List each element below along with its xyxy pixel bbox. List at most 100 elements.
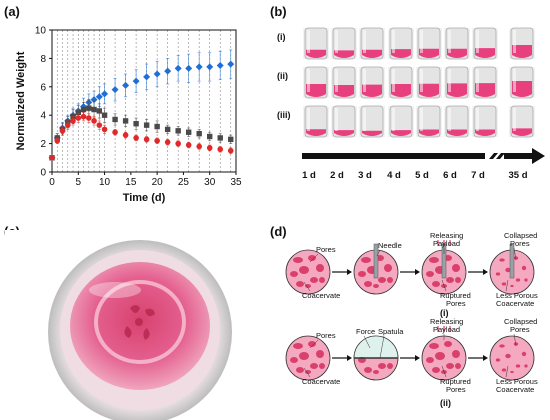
callout-line bbox=[309, 253, 319, 263]
data-point bbox=[216, 62, 224, 69]
pore-blob bbox=[361, 257, 371, 263]
gel-surface bbox=[70, 262, 210, 390]
data-point bbox=[80, 113, 87, 120]
timeline-labels: 1 d 2 d 3 d 4 d 5 d 6 d 7 d 35 d bbox=[302, 170, 528, 181]
gel-photo-panel bbox=[5, 230, 265, 420]
callout-line bbox=[505, 365, 509, 378]
data-point bbox=[70, 118, 76, 124]
pore-blob bbox=[452, 350, 460, 358]
data-point bbox=[153, 70, 161, 78]
pore-blob bbox=[296, 367, 304, 373]
label-coacervate: Coacervate bbox=[302, 377, 340, 386]
pore-blob bbox=[310, 363, 318, 369]
pore-blob bbox=[455, 277, 461, 283]
pore-blob bbox=[501, 282, 507, 286]
timeline-label: 4 d bbox=[387, 170, 401, 181]
data-point bbox=[112, 116, 118, 123]
pore-blob bbox=[290, 271, 298, 277]
vial-gel bbox=[475, 48, 495, 58]
light-glare bbox=[89, 282, 141, 298]
callout-line bbox=[363, 335, 371, 349]
y-tick-label: 8 bbox=[40, 54, 46, 65]
data-point bbox=[96, 122, 103, 128]
callout-line bbox=[303, 281, 311, 292]
vial-photo bbox=[388, 105, 414, 138]
data-point bbox=[59, 128, 66, 134]
callout-line bbox=[441, 365, 447, 378]
pore-blob bbox=[358, 271, 366, 277]
vial-gel bbox=[512, 80, 532, 97]
data-point bbox=[122, 81, 130, 89]
pore-blob bbox=[429, 257, 439, 263]
vial-row-label: (iii) bbox=[277, 110, 291, 120]
label-less-porous: Less Porous bbox=[496, 377, 538, 386]
panel-label-d: (d) bbox=[270, 224, 287, 239]
vial-gel bbox=[475, 129, 495, 136]
vial-gel bbox=[362, 130, 382, 136]
vial-row: (ii) bbox=[277, 66, 535, 99]
vial-photo bbox=[472, 27, 498, 60]
vial-gel bbox=[306, 84, 326, 97]
pore-blob bbox=[384, 264, 392, 272]
timeline-label: 2 d bbox=[330, 170, 344, 181]
pore-blob bbox=[524, 364, 528, 368]
gel-inner-ring bbox=[94, 280, 186, 364]
callout-line bbox=[309, 339, 319, 349]
pore-blob bbox=[378, 363, 386, 369]
panel-label-a: (a) bbox=[4, 4, 20, 19]
pore-blob bbox=[373, 370, 379, 374]
data-point bbox=[75, 115, 82, 121]
data-point bbox=[54, 137, 61, 144]
weight-chart: 0 5 10 15 20 25 30 35 0 2 4 6 8 10 Time (d) Normalize… bbox=[15, 26, 242, 205]
chart-axis-ticks: 0 5 10 15 20 25 30 35 0 2 4 6 8 10 bbox=[35, 26, 242, 189]
pore-blob bbox=[310, 277, 318, 283]
vial-photo bbox=[359, 105, 385, 138]
vial-photo bbox=[331, 27, 357, 60]
label-collapsed-pores: Pores bbox=[510, 239, 530, 248]
vial-photo bbox=[331, 105, 357, 138]
gel-center-pattern bbox=[124, 305, 155, 340]
vial-gel bbox=[419, 83, 439, 97]
vial-photo bbox=[303, 105, 329, 138]
data-point bbox=[174, 64, 182, 72]
vial-photo bbox=[416, 105, 442, 138]
process-arrow-head bbox=[415, 269, 420, 275]
x-tick-label: 30 bbox=[204, 177, 216, 188]
data-point bbox=[80, 106, 87, 113]
pore-blob bbox=[513, 256, 519, 260]
needle-icon bbox=[373, 243, 379, 279]
vial-photo bbox=[388, 66, 414, 99]
data-point bbox=[101, 90, 109, 98]
label-payload: Payload bbox=[433, 325, 460, 334]
pore-blob bbox=[319, 363, 325, 369]
vial-photo bbox=[416, 27, 442, 60]
label-pores: Pores bbox=[316, 245, 336, 254]
pore-blob bbox=[429, 343, 439, 349]
timeline-label: 5 d bbox=[415, 170, 429, 181]
callout-line bbox=[376, 249, 381, 257]
vial-gel bbox=[419, 48, 439, 58]
chart-series bbox=[48, 49, 235, 162]
vial-photo bbox=[444, 66, 470, 99]
pore-blob bbox=[316, 350, 324, 358]
data-point bbox=[217, 135, 223, 141]
label-coacervate: Coacervate bbox=[302, 291, 340, 300]
data-point bbox=[49, 155, 55, 161]
x-tick-label: 20 bbox=[152, 177, 164, 188]
pore-blob bbox=[364, 281, 372, 287]
vial-row-label: (ii) bbox=[277, 71, 288, 81]
pore-blob bbox=[510, 370, 514, 374]
data-point bbox=[227, 147, 234, 154]
data-point bbox=[164, 126, 171, 133]
y-axis-label: Normalized Weight bbox=[15, 51, 27, 150]
data-point bbox=[195, 63, 203, 71]
pore-blob bbox=[387, 277, 393, 283]
data-point bbox=[154, 137, 160, 144]
data-point bbox=[122, 132, 129, 138]
pore-blob bbox=[515, 278, 521, 282]
vial-gel bbox=[391, 49, 411, 58]
pore-blob bbox=[499, 258, 505, 262]
process-arrow-head bbox=[483, 355, 488, 361]
data-point bbox=[185, 142, 192, 148]
data-point bbox=[217, 146, 224, 153]
